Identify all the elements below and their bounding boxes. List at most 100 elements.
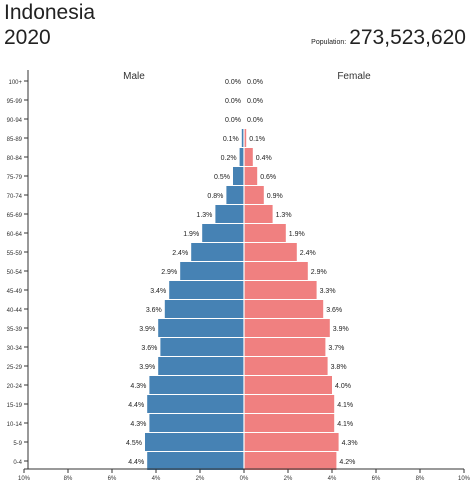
- label-female-60-64: 1.9%: [289, 231, 305, 238]
- bar-female-10-14: [244, 414, 335, 432]
- label-male-5-9: 4.5%: [126, 440, 142, 447]
- label-male-100+: 0.0%: [225, 79, 241, 86]
- label-male-75-79: 0.5%: [214, 174, 230, 181]
- bar-female-80-84: [244, 148, 253, 166]
- x-tick-2: 6%: [108, 476, 117, 482]
- label-male-40-44: 3.6%: [146, 307, 162, 314]
- y-tick-0-4: 0-4: [13, 460, 22, 466]
- y-tick-80-84: 80-84: [7, 156, 23, 162]
- y-tick-75-79: 75-79: [7, 175, 23, 181]
- label-male-55-59: 2.4%: [172, 250, 188, 257]
- bar-male-15-19: [147, 395, 244, 413]
- y-tick-40-44: 40-44: [7, 308, 23, 314]
- label-male-30-34: 3.6%: [141, 345, 157, 352]
- bar-female-65-69: [244, 205, 273, 223]
- bar-male-35-39: [158, 319, 244, 337]
- y-tick-95-99: 95-99: [7, 99, 23, 105]
- legend-male: Male: [123, 71, 145, 82]
- label-female-5-9: 4.3%: [342, 440, 358, 447]
- label-female-70-74: 0.9%: [267, 193, 283, 200]
- population-readout: Population: 273,523,620: [311, 25, 466, 51]
- bar-male-40-44: [164, 300, 244, 318]
- label-male-10-14: 4.3%: [130, 421, 146, 428]
- bar-female-55-59: [244, 243, 297, 261]
- bar-male-45-49: [169, 281, 244, 299]
- label-female-15-19: 4.1%: [337, 402, 353, 409]
- x-tick-7: 4%: [328, 476, 337, 482]
- label-female-25-29: 3.8%: [331, 364, 347, 371]
- bar-female-30-34: [244, 338, 326, 356]
- label-male-20-24: 4.3%: [130, 383, 146, 390]
- bar-female-0-4: [244, 452, 337, 470]
- y-tick-60-64: 60-64: [7, 232, 23, 238]
- y-tick-30-34: 30-34: [7, 346, 23, 352]
- bar-male-75-79: [233, 167, 244, 185]
- label-female-80-84: 0.4%: [256, 155, 272, 162]
- y-tick-15-19: 15-19: [7, 403, 23, 409]
- label-male-35-39: 3.9%: [139, 326, 155, 333]
- bar-female-85-89: [244, 129, 247, 147]
- bar-male-85-89: [241, 129, 244, 147]
- bar-male-80-84: [239, 148, 244, 166]
- bar-female-5-9: [244, 433, 339, 451]
- y-tick-90-94: 90-94: [7, 118, 23, 124]
- label-male-25-29: 3.9%: [139, 364, 155, 371]
- label-female-10-14: 4.1%: [337, 421, 353, 428]
- bar-male-25-29: [158, 357, 244, 375]
- label-male-0-4: 4.4%: [128, 459, 144, 466]
- label-male-65-69: 1.3%: [196, 212, 212, 219]
- label-female-75-79: 0.6%: [260, 174, 276, 181]
- label-female-55-59: 2.4%: [300, 250, 316, 257]
- y-tick-65-69: 65-69: [7, 213, 23, 219]
- label-male-15-19: 4.4%: [128, 402, 144, 409]
- label-female-35-39: 3.9%: [333, 326, 349, 333]
- population-label: Population:: [311, 39, 347, 46]
- label-male-95-99: 0.0%: [225, 98, 241, 105]
- bar-male-10-14: [149, 414, 244, 432]
- bar-female-50-54: [244, 262, 308, 280]
- label-female-30-34: 3.7%: [328, 345, 344, 352]
- bar-male-65-69: [215, 205, 244, 223]
- label-female-95-99: 0.0%: [247, 98, 263, 105]
- y-tick-20-24: 20-24: [7, 384, 23, 390]
- x-tick-6: 2%: [284, 476, 293, 482]
- population-value: 273,523,620: [349, 26, 466, 49]
- label-male-90-94: 0.0%: [225, 117, 241, 124]
- label-female-85-89: 0.1%: [249, 136, 265, 143]
- label-female-50-54: 2.9%: [311, 269, 327, 276]
- label-male-85-89: 0.1%: [223, 136, 239, 143]
- x-tick-9: 8%: [416, 476, 425, 482]
- label-female-20-24: 4.0%: [335, 383, 351, 390]
- y-tick-50-54: 50-54: [7, 270, 23, 276]
- label-female-45-49: 3.3%: [320, 288, 336, 295]
- bar-female-15-19: [244, 395, 335, 413]
- label-female-65-69: 1.3%: [276, 212, 292, 219]
- x-tick-8: 6%: [372, 476, 381, 482]
- y-tick-10-14: 10-14: [7, 422, 23, 428]
- bar-male-5-9: [145, 433, 244, 451]
- label-female-90-94: 0.0%: [247, 117, 263, 124]
- axes-group: 100+ 95-99 90-94 85-89 80-84 75-79 70-74 65-69 6…: [7, 70, 471, 482]
- bar-female-60-64: [244, 224, 286, 242]
- bar-female-40-44: [244, 300, 324, 318]
- y-tick-25-29: 25-29: [7, 365, 23, 371]
- x-tick-1: 8%: [64, 476, 73, 482]
- label-male-50-54: 2.9%: [161, 269, 177, 276]
- label-male-80-84: 0.2%: [221, 155, 237, 162]
- x-tick-4: 2%: [196, 476, 205, 482]
- bar-male-60-64: [202, 224, 244, 242]
- label-male-60-64: 1.9%: [183, 231, 199, 238]
- bar-female-70-74: [244, 186, 264, 204]
- bar-male-0-4: [147, 452, 244, 470]
- legend-female: Female: [337, 71, 371, 82]
- year-label: 2020: [4, 26, 51, 49]
- y-tick-100+: 100+: [8, 80, 22, 86]
- y-tick-45-49: 45-49: [7, 289, 23, 295]
- bar-male-50-54: [180, 262, 244, 280]
- y-tick-85-89: 85-89: [7, 137, 23, 143]
- x-tick-0: 10%: [18, 476, 31, 482]
- bar-male-70-74: [226, 186, 244, 204]
- x-tick-10: 10%: [458, 476, 471, 482]
- label-female-100+: 0.0%: [247, 79, 263, 86]
